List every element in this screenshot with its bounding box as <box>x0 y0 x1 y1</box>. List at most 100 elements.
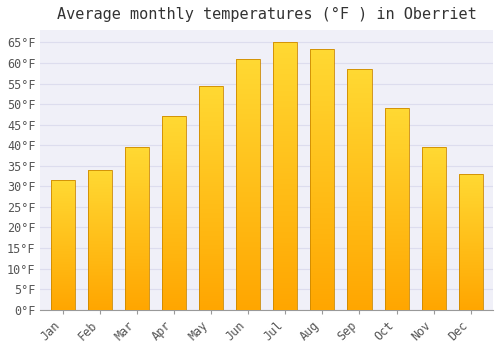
Bar <box>310 263 334 265</box>
Bar <box>310 252 334 255</box>
Bar <box>199 108 223 110</box>
Bar <box>162 265 186 267</box>
Bar <box>273 61 297 64</box>
Bar <box>88 191 112 192</box>
Bar <box>124 204 149 206</box>
Bar <box>88 210 112 212</box>
Bar <box>88 182 112 184</box>
Bar <box>273 272 297 275</box>
Bar <box>162 165 186 167</box>
Bar <box>384 145 408 147</box>
Bar <box>199 160 223 162</box>
Bar <box>236 182 260 184</box>
Bar <box>273 205 297 208</box>
Bar <box>384 128 408 130</box>
Bar <box>50 193 74 195</box>
Bar <box>199 198 223 200</box>
Bar <box>124 241 149 243</box>
Bar <box>273 184 297 187</box>
Bar <box>310 114 334 117</box>
Bar <box>310 247 334 250</box>
Bar <box>199 214 223 216</box>
Bar <box>236 230 260 232</box>
Bar <box>162 221 186 223</box>
Bar <box>384 171 408 173</box>
Bar <box>348 240 372 242</box>
Bar <box>422 208 446 209</box>
Bar <box>384 199 408 201</box>
Bar <box>273 224 297 227</box>
Bar <box>422 220 446 222</box>
Bar <box>162 277 186 279</box>
Bar <box>88 222 112 223</box>
Bar <box>273 83 297 85</box>
Bar <box>422 289 446 290</box>
Bar <box>50 233 74 235</box>
Bar <box>199 97 223 99</box>
Bar <box>88 202 112 203</box>
Bar <box>124 198 149 199</box>
Bar <box>199 137 223 139</box>
Bar <box>50 190 74 192</box>
Bar <box>422 155 446 157</box>
Bar <box>162 180 186 182</box>
Bar <box>236 152 260 154</box>
Bar <box>348 112 372 115</box>
Bar <box>162 258 186 259</box>
Bar <box>384 294 408 296</box>
Bar <box>50 228 74 229</box>
Bar <box>199 191 223 193</box>
Bar <box>348 261 372 264</box>
Bar <box>199 88 223 90</box>
Bar <box>199 200 223 202</box>
Bar <box>458 189 483 190</box>
Bar <box>310 302 334 304</box>
Bar <box>88 219 112 220</box>
Bar <box>348 242 372 245</box>
Bar <box>88 173 112 174</box>
Bar <box>236 215 260 217</box>
Bar <box>88 181 112 182</box>
Bar <box>162 242 186 244</box>
Bar <box>310 271 334 273</box>
Bar <box>88 231 112 233</box>
Bar <box>422 251 446 253</box>
Bar <box>50 184 74 186</box>
Bar <box>199 189 223 191</box>
Bar <box>273 261 297 264</box>
Bar <box>348 158 372 161</box>
Bar <box>310 124 334 127</box>
Bar <box>458 268 483 269</box>
Bar <box>348 184 372 187</box>
Bar <box>88 255 112 257</box>
Bar <box>50 215 74 216</box>
Bar <box>273 283 297 286</box>
Bar <box>273 286 297 288</box>
Bar <box>384 126 408 128</box>
Bar <box>458 296 483 297</box>
Bar <box>162 205 186 207</box>
Bar <box>162 219 186 221</box>
Bar <box>124 243 149 245</box>
Bar <box>162 259 186 261</box>
Bar <box>348 197 372 199</box>
Bar <box>310 289 334 292</box>
Bar <box>310 182 334 184</box>
Bar <box>50 275 74 276</box>
Title: Average monthly temperatures (°F ) in Oberriet: Average monthly temperatures (°F ) in Ob… <box>57 7 476 22</box>
Bar <box>236 132 260 134</box>
Bar <box>236 184 260 187</box>
Bar <box>199 305 223 308</box>
Bar <box>199 236 223 238</box>
Bar <box>310 184 334 187</box>
Bar <box>348 84 372 86</box>
Bar <box>458 212 483 214</box>
Bar <box>273 158 297 160</box>
Bar <box>50 225 74 227</box>
Bar <box>310 234 334 237</box>
Bar <box>124 285 149 287</box>
Bar <box>50 220 74 222</box>
Bar <box>348 302 372 305</box>
Bar <box>310 69 334 72</box>
Bar <box>384 259 408 261</box>
